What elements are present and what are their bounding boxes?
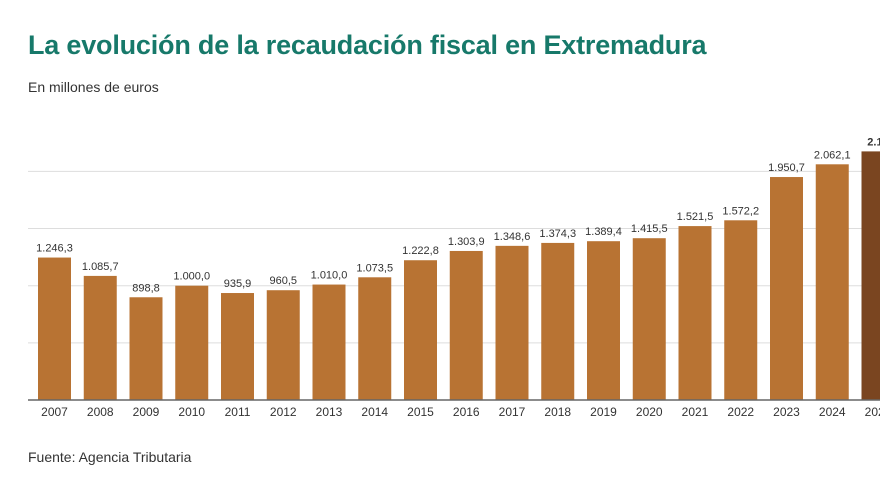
value-label: 2.17	[867, 136, 880, 148]
value-label: 1.085,7	[82, 261, 119, 273]
value-label: 1.521,5	[677, 211, 714, 223]
chart-source: Fuente: Agencia Tributaria	[28, 449, 192, 465]
value-label: 1.572,2	[722, 205, 759, 217]
x-tick-label: 2022	[727, 405, 754, 419]
bar	[404, 260, 437, 400]
bar	[129, 297, 163, 400]
x-tick-label: 2011	[225, 405, 251, 419]
x-tick-label: 2015	[407, 405, 434, 419]
x-tick-label: 2008	[87, 405, 114, 419]
x-tick-label: 2014	[361, 405, 388, 419]
x-tick-label: 2020	[636, 405, 663, 419]
x-tick-label: 2018	[544, 405, 571, 419]
x-tick-label: 2024	[819, 405, 846, 419]
value-label: 1.073,5	[356, 262, 393, 274]
bar	[678, 226, 712, 400]
bar	[358, 277, 392, 400]
value-label: 1.222,8	[402, 245, 439, 257]
bar	[266, 290, 300, 400]
value-label: 898,8	[132, 282, 160, 294]
value-label: 1.303,9	[448, 236, 485, 248]
bar	[724, 220, 758, 400]
bar	[541, 242, 575, 400]
bar	[587, 241, 620, 400]
bar	[449, 250, 483, 400]
bar	[815, 164, 849, 400]
bar	[770, 177, 803, 400]
bar	[312, 284, 346, 400]
x-tick-label: 2009	[133, 405, 160, 419]
bar	[38, 257, 71, 400]
value-label: 960,5	[269, 275, 297, 287]
bar	[632, 238, 666, 400]
chart-subtitle: En millones de euros	[28, 79, 159, 95]
value-label: 1.246,3	[36, 243, 73, 255]
x-tick-label: 2010	[178, 405, 205, 419]
x-tick-label: 2007	[41, 405, 68, 419]
value-label: 1.010,0	[311, 270, 348, 282]
value-label: 1.389,4	[585, 226, 622, 238]
bar	[861, 151, 880, 400]
value-label: 1.415,5	[631, 223, 668, 235]
bar	[221, 293, 254, 400]
x-tick-label: 2017	[499, 405, 526, 419]
value-label: 1.374,3	[539, 228, 576, 240]
x-tick-label: 2013	[316, 405, 343, 419]
bar	[495, 245, 529, 400]
x-tick-label: 2021	[682, 405, 709, 419]
value-label: 1.000,0	[173, 271, 210, 283]
x-tick-label: 2019	[590, 405, 617, 419]
x-tick-label: 2012	[270, 405, 297, 419]
value-label: 1.950,7	[768, 162, 805, 174]
value-label: 935,9	[224, 278, 252, 290]
x-tick-label: 2023	[773, 405, 800, 419]
x-tick-label: 2016	[453, 405, 480, 419]
value-label: 1.348,6	[494, 231, 531, 243]
bar	[83, 275, 117, 400]
chart-title: La evolución de la recaudación fiscal en…	[28, 30, 707, 60]
bar	[175, 285, 209, 400]
x-tick-label: 2025	[865, 405, 880, 419]
value-label: 2.062,1	[814, 149, 851, 161]
